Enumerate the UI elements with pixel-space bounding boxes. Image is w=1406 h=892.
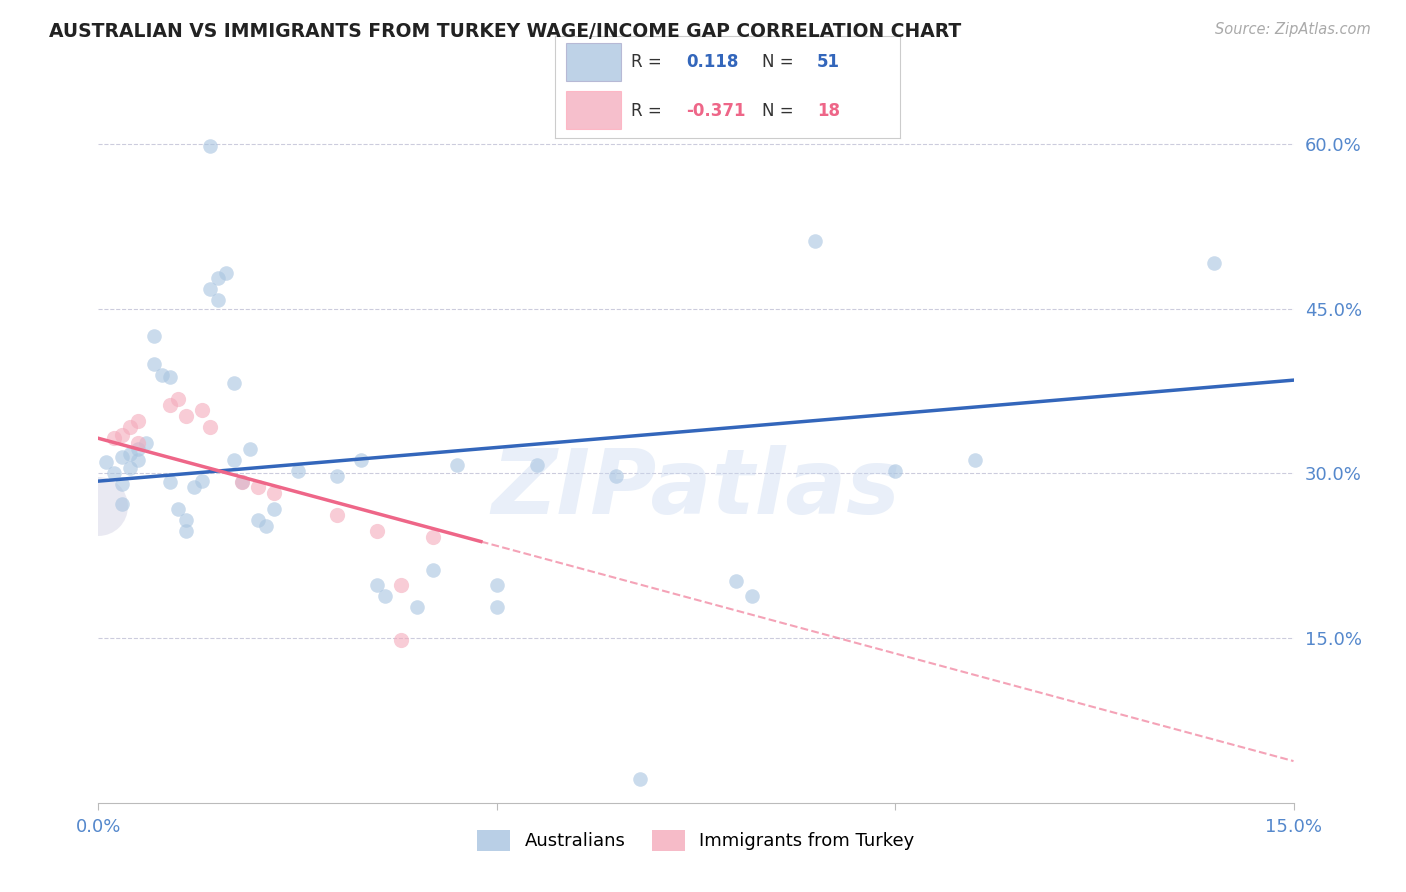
Point xyxy=(198,420,221,434)
Point xyxy=(422,563,444,577)
Text: N =: N = xyxy=(762,102,799,120)
Point xyxy=(120,447,142,461)
Point xyxy=(174,409,197,424)
Text: R =: R = xyxy=(631,102,668,120)
Text: 0.118: 0.118 xyxy=(686,54,738,71)
Point xyxy=(222,453,245,467)
FancyBboxPatch shape xyxy=(565,91,621,129)
Point xyxy=(103,467,125,481)
Point xyxy=(884,464,907,478)
Point xyxy=(159,369,181,384)
Point xyxy=(485,600,508,615)
Point xyxy=(127,453,149,467)
Legend: Australians, Immigrants from Turkey: Australians, Immigrants from Turkey xyxy=(470,822,922,858)
Point xyxy=(406,600,429,615)
Point xyxy=(87,500,110,514)
Point xyxy=(389,633,412,648)
Point xyxy=(628,772,651,786)
Point xyxy=(150,368,173,382)
Point xyxy=(120,461,142,475)
Text: AUSTRALIAN VS IMMIGRANTS FROM TURKEY WAGE/INCOME GAP CORRELATION CHART: AUSTRALIAN VS IMMIGRANTS FROM TURKEY WAG… xyxy=(49,22,962,41)
Point xyxy=(96,455,118,469)
Point xyxy=(263,486,285,500)
Point xyxy=(287,464,309,478)
Point xyxy=(326,508,349,523)
Point xyxy=(350,453,373,467)
Point xyxy=(1202,255,1225,269)
Point xyxy=(239,442,262,457)
Point xyxy=(231,475,253,490)
Point xyxy=(366,578,388,592)
Point xyxy=(741,590,763,604)
Point xyxy=(605,468,627,483)
Point xyxy=(159,475,181,490)
Point xyxy=(127,414,149,428)
Text: ZIPatlas: ZIPatlas xyxy=(492,445,900,533)
Text: Source: ZipAtlas.com: Source: ZipAtlas.com xyxy=(1215,22,1371,37)
Point xyxy=(422,530,444,544)
Point xyxy=(127,442,149,457)
Point xyxy=(111,450,134,464)
Point xyxy=(111,477,134,491)
Point xyxy=(263,501,285,516)
Text: -0.371: -0.371 xyxy=(686,102,745,120)
Text: R =: R = xyxy=(631,54,668,71)
Point xyxy=(135,435,157,450)
Point xyxy=(167,392,190,406)
Point xyxy=(526,458,548,472)
Text: N =: N = xyxy=(762,54,799,71)
Point xyxy=(222,376,245,391)
Point xyxy=(198,139,221,153)
Text: 51: 51 xyxy=(817,54,841,71)
Point xyxy=(174,524,197,538)
Point xyxy=(374,590,396,604)
Point xyxy=(724,574,747,588)
Point xyxy=(389,578,412,592)
Point xyxy=(159,398,181,412)
Point xyxy=(167,501,190,516)
FancyBboxPatch shape xyxy=(565,43,621,81)
Text: 18: 18 xyxy=(817,102,841,120)
Point xyxy=(366,524,388,538)
Point xyxy=(103,431,125,445)
Point xyxy=(246,512,269,526)
Point xyxy=(326,468,349,483)
Point xyxy=(485,578,508,592)
Point xyxy=(143,329,166,343)
Point xyxy=(198,282,221,296)
Point xyxy=(246,480,269,494)
Point xyxy=(127,435,149,450)
Point xyxy=(111,497,134,511)
Point xyxy=(963,453,986,467)
Point xyxy=(183,480,205,494)
Point xyxy=(120,420,142,434)
Point xyxy=(143,357,166,371)
Point xyxy=(231,475,253,490)
Point xyxy=(207,293,229,307)
Point xyxy=(207,271,229,285)
Point xyxy=(215,266,238,280)
Point xyxy=(446,458,468,472)
Point xyxy=(111,428,134,442)
Point xyxy=(174,512,197,526)
Point xyxy=(191,402,214,417)
Point xyxy=(191,474,214,488)
Point xyxy=(254,519,277,533)
Point xyxy=(804,234,827,248)
